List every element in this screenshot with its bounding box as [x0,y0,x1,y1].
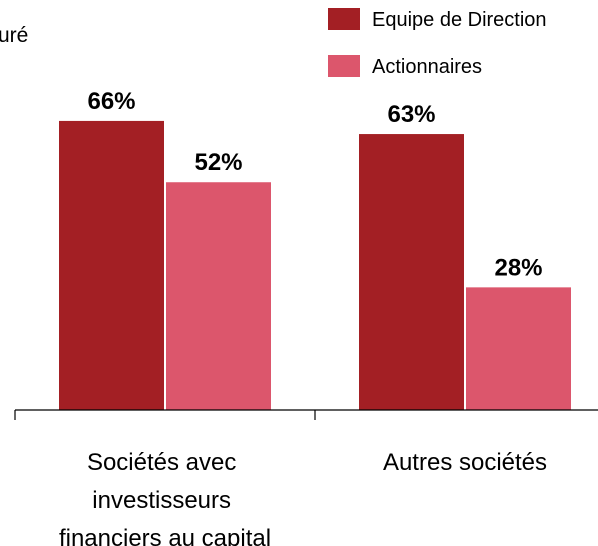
bar [166,182,271,410]
data-label: 28% [494,254,542,281]
x-tick-label: Autres sociétés [383,449,547,476]
x-tick-label: Sociétés avec investisseurs financiers a… [59,449,271,546]
legend-label: Equipe de Direction [372,9,547,31]
data-label: 66% [87,88,135,115]
data-label: 63% [387,101,435,128]
legend-label: Actionnaires [372,56,482,78]
chart-title: uré [0,24,28,47]
bar [59,120,164,411]
data-label: 52% [194,149,242,176]
legend-swatch [328,55,360,77]
legend-swatch [328,8,360,30]
bar [359,134,464,410]
bar [466,287,571,410]
